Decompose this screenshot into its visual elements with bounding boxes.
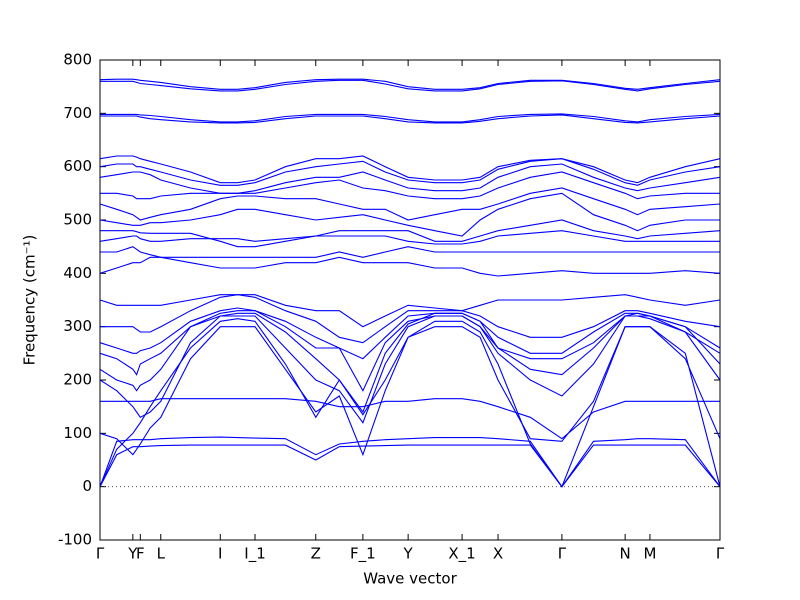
band-line [99, 307, 721, 360]
band-line [99, 318, 721, 488]
band-line [99, 256, 721, 277]
x-tick-label: Y [403, 545, 414, 563]
plot-frame [99, 59, 721, 541]
band-line [99, 230, 720, 245]
band-line [99, 444, 721, 488]
x-tick-label: M [643, 545, 656, 563]
band-line [100, 114, 721, 124]
y-tick-label: 0 [82, 477, 92, 495]
band-line [99, 312, 721, 414]
y-tick-label: 600 [63, 157, 92, 175]
x-tick-label: I_1 [244, 545, 265, 564]
x-tick-label: F [136, 545, 145, 563]
y-axis-label: Frequency (cm⁻¹) [21, 235, 39, 366]
x-tick-label: X_1 [448, 545, 475, 564]
x-tick-label: F_1 [350, 545, 376, 564]
band-line [100, 219, 721, 248]
band-line [100, 398, 720, 440]
y-tick-label: 700 [63, 104, 92, 122]
y-tick-label: 100 [63, 424, 92, 442]
band-line [99, 155, 721, 184]
band-line [100, 294, 721, 344]
x-tick-label: Γ [96, 545, 105, 563]
band-line [100, 79, 721, 92]
y-tick-label: 800 [63, 51, 92, 69]
band-line [99, 326, 721, 457]
x-axis-label: Wave vector [363, 570, 457, 588]
band-line [99, 436, 721, 488]
band-line [99, 315, 721, 424]
x-tick-label: Y [127, 545, 138, 563]
band-line [99, 310, 721, 392]
y-tick-label: 400 [63, 264, 92, 282]
y-tick-label: 200 [63, 371, 92, 389]
band-line [100, 246, 720, 258]
band-line [99, 294, 721, 328]
band-line [99, 78, 721, 90]
x-tick-label: Γ [716, 545, 725, 563]
band-line [99, 187, 721, 221]
band-line [100, 113, 721, 123]
x-tick-label: N [620, 545, 631, 563]
x-tick-label: X [493, 545, 503, 563]
y-tick-label: 500 [63, 211, 92, 229]
y-tick-label: 300 [63, 317, 92, 335]
x-tick-label: Γ [558, 545, 567, 563]
x-tick-label: L [157, 545, 166, 563]
band-line [100, 171, 720, 200]
y-tick-label: -100 [58, 531, 92, 549]
band-line [99, 158, 721, 186]
band-line [99, 192, 720, 237]
x-tick-label: Z [311, 545, 321, 563]
band-line [99, 163, 721, 194]
x-tick-label: I [218, 545, 222, 563]
